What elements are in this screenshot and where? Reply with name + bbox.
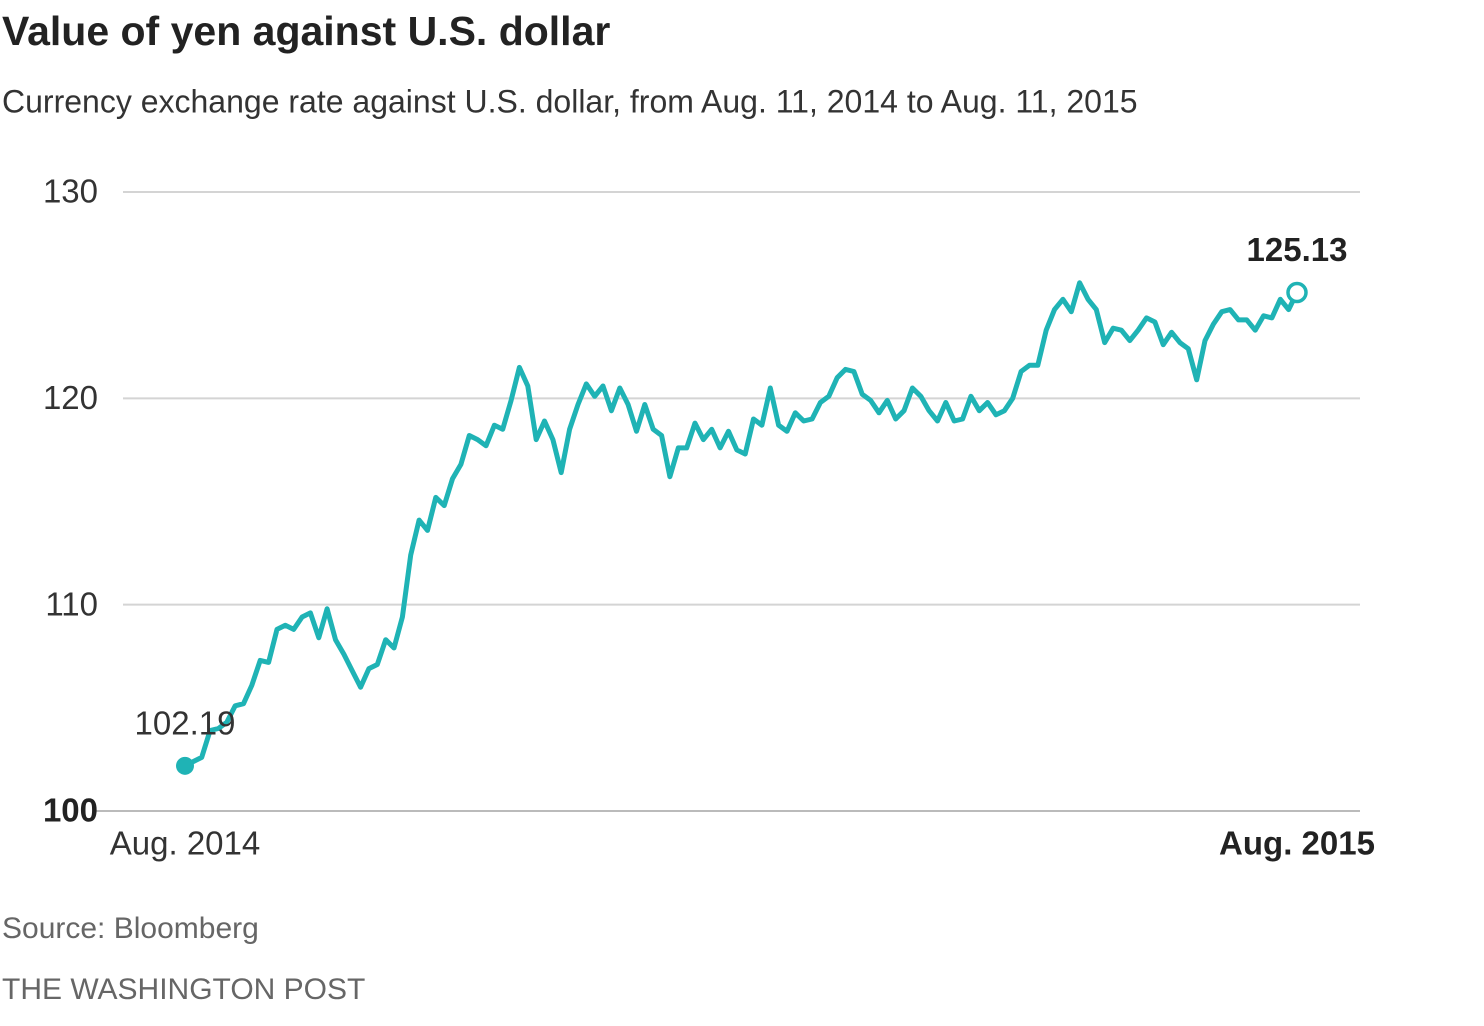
chart-subtitle: Currency exchange rate against U.S. doll… [2,83,1138,119]
line [183,280,1300,769]
y-tick-label: 100 [43,792,98,829]
value-label: 125.13 [1247,231,1348,268]
start-marker [176,756,194,775]
x-tick-label: Aug. 2015 [1219,825,1375,862]
end-marker [1286,281,1308,304]
y-tick-label: 110 [45,585,98,622]
x-tick-label: Aug. 2014 [110,825,260,862]
chart-title: Value of yen against U.S. dollar [2,8,610,54]
value-label: 102.19 [135,705,236,742]
source: Source: Bloomberg [2,912,259,945]
y-tick-label: 120 [43,379,98,416]
credit: THE WASHINGTON POST [2,973,365,1006]
y-tick-label: 130 [43,173,98,210]
